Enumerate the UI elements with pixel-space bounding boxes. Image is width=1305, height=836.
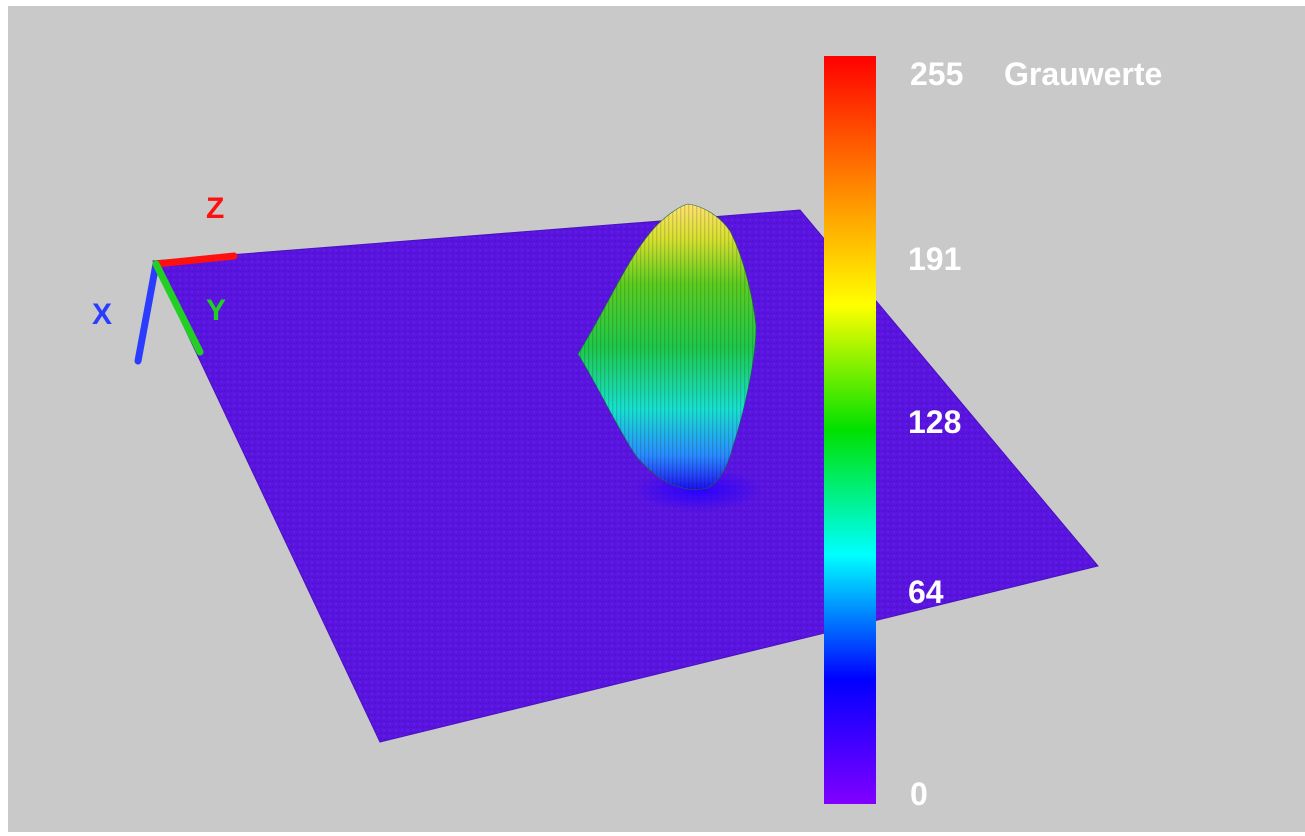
z-axis-line [152, 252, 238, 268]
z-axis-label: Z [206, 192, 225, 225]
y-axis-line [152, 260, 204, 356]
colorbar [824, 56, 876, 804]
surface-plot[interactable] [8, 6, 1305, 832]
colorbar-tick-255: 255 [910, 56, 964, 92]
x-axis-line [134, 260, 160, 365]
colorbar-tick-0: 0 [910, 776, 928, 812]
y-axis-label: Y [206, 294, 227, 327]
colorbar-tick-64: 64 [908, 574, 944, 610]
colorbar-title: Grauwerte [1004, 56, 1163, 92]
x-axis-label: X [92, 298, 113, 331]
peak-texture [578, 204, 756, 490]
plot-viewport[interactable]: Z X Y 255 Grauwerte 191 128 64 0 [8, 6, 1305, 832]
colorbar-tick-128: 128 [908, 404, 962, 440]
colorbar-tick-191: 191 [908, 241, 962, 277]
